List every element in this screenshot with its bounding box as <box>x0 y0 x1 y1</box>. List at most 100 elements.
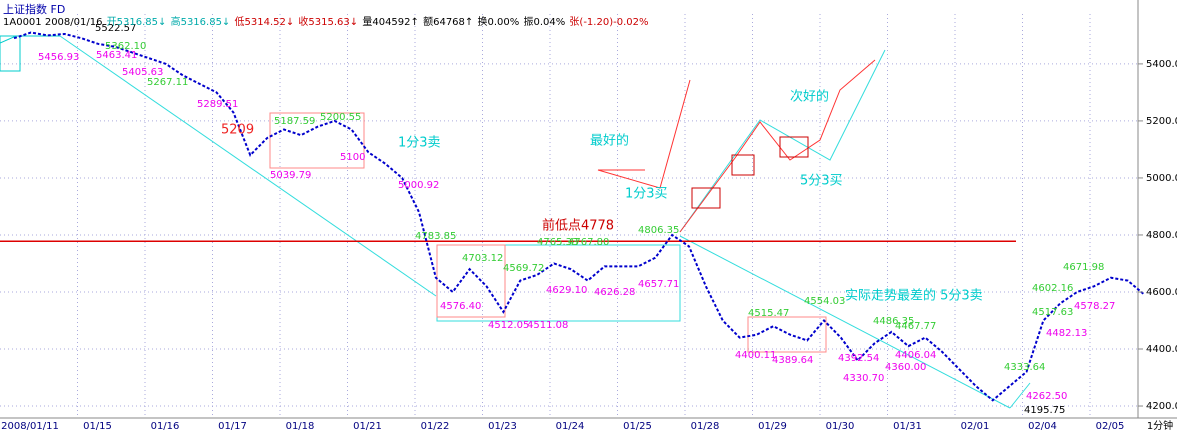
annotation: 4467.77 <box>895 321 936 332</box>
quote-item: 低5314.52↓ <box>234 17 295 28</box>
x-tick-label: 01/28 <box>691 421 720 432</box>
y-tick-label: 4600.00 <box>1146 287 1177 298</box>
x-tick-label: 02/05 <box>1096 421 1125 432</box>
annotation: 4515.47 <box>748 308 789 319</box>
annotation: 5100 <box>340 152 365 163</box>
zigzag <box>597 79 691 189</box>
box <box>0 35 21 72</box>
y-tick-label: 5000.00 <box>1146 173 1177 184</box>
annotation: 4482.13 <box>1046 328 1087 339</box>
annotation: 4806.35 <box>638 225 679 236</box>
annotation: 4517.63 <box>1032 307 1073 318</box>
y-tick-label: 5400.00 <box>1146 59 1177 70</box>
annotation: 5289.51 <box>197 99 238 110</box>
x-tick-label: 01/23 <box>488 421 517 432</box>
annotation: 最好的 <box>590 133 629 149</box>
trend-line <box>1009 382 1031 409</box>
annotation: 4765.33 <box>537 237 578 248</box>
x-tick-label: 01/21 <box>353 421 382 432</box>
annotation: 次好的 <box>790 89 829 105</box>
x-tick-label: 01/22 <box>421 421 450 432</box>
annotation: 4569.72 <box>503 263 544 274</box>
quote-line: 1A0001 2008/01/16 开5316.85↓ 高5316.85↓ 低5… <box>3 13 649 28</box>
annotation: 5362.10 <box>105 41 146 52</box>
annotation: 5200.55 <box>320 112 361 123</box>
quote-item: 高5316.85↓ <box>170 17 231 28</box>
box <box>731 154 755 176</box>
x-tick-label: 01/31 <box>893 421 922 432</box>
annotation: 4400.11 <box>735 350 776 361</box>
x-tick-label: 02/01 <box>961 421 990 432</box>
x-tick-label: 01/30 <box>826 421 855 432</box>
marks <box>0 31 1146 402</box>
box <box>779 136 809 158</box>
annotation: 4703.12 <box>462 253 503 264</box>
annotation: 5000.92 <box>398 180 439 191</box>
quote-item: 收5315.63↓ <box>298 17 359 28</box>
quote-item: 张(-1.20)-0.02% <box>569 17 649 28</box>
annotation: 4486.35 <box>873 316 914 327</box>
y-tick-label: 4200.00 <box>1146 401 1177 412</box>
box <box>747 316 827 353</box>
annotation: 1分3卖 <box>398 136 441 151</box>
quote-item: 额64768↑ <box>423 17 474 28</box>
price-line <box>13 31 1146 402</box>
annotation: 4511.08 <box>527 320 568 331</box>
annotation: 4392.54 <box>838 353 879 364</box>
annotation: 4512.05 <box>488 320 529 331</box>
box <box>691 187 721 209</box>
annotation: 4262.50 <box>1026 391 1067 402</box>
annotation: 4671.98 <box>1063 262 1104 273</box>
quote-item: 1A0001 2008/01/16 <box>3 17 103 28</box>
annotation: 4602.16 <box>1032 283 1073 294</box>
x-tick-label: 01/15 <box>83 421 112 432</box>
annotation: 5405.63 <box>122 67 163 78</box>
annotation: 4554.03 <box>804 296 845 307</box>
annotation: 4767.80 <box>568 237 609 248</box>
box <box>269 112 365 169</box>
annotation: 5463.41 <box>96 50 137 61</box>
annotation: 4330.70 <box>843 373 884 384</box>
trend-line <box>679 235 1011 409</box>
annotation: 1分3买 <box>625 187 668 202</box>
trend-line <box>59 35 437 297</box>
annotation: 4360.00 <box>885 362 926 373</box>
quote-item: 开5316.85↓ <box>106 17 167 28</box>
reference-label: 前低点4778 <box>542 218 614 234</box>
quote-item: 量404592↑ <box>362 17 419 28</box>
x-tick-label: 01/25 <box>623 421 652 432</box>
annotation: 4578.27 <box>1074 301 1115 312</box>
title: 上证指数 FD <box>3 3 66 16</box>
annotation: 4406.04 <box>895 350 936 361</box>
x-tick-label: 01/17 <box>218 421 247 432</box>
annotation: 4783.85 <box>415 231 456 242</box>
y-tick-label: 5200.00 <box>1146 116 1177 127</box>
y-tick-label: 4800.00 <box>1146 230 1177 241</box>
annotation: 4629.10 <box>546 285 587 296</box>
annotation: 4333.64 <box>1004 362 1045 373</box>
x-tick-label: 01/16 <box>151 421 180 432</box>
annotation: 实际走势最差的 5分3卖 <box>845 288 983 304</box>
annotation: 5522.57 <box>95 23 136 34</box>
annotation: 5分3买 <box>800 174 843 189</box>
annotation: 4576.40 <box>440 301 481 312</box>
annotation: 4626.28 <box>594 287 635 298</box>
box <box>436 244 506 318</box>
x-tick-label: 02/04 <box>1028 421 1057 432</box>
x-tick-label: 01/18 <box>286 421 315 432</box>
quote-item: 振0.04% <box>523 17 566 28</box>
annotation: 4195.75 <box>1024 405 1065 416</box>
x-tick-label: 01/29 <box>758 421 787 432</box>
annotation: 5209 <box>221 123 254 138</box>
quote-item: 换0.00% <box>477 17 520 28</box>
annotation: 4389.64 <box>772 355 813 366</box>
x-tick-label: 2008/01/11 <box>1 421 59 432</box>
annotation: 5456.93 <box>38 52 79 63</box>
y-tick-label: 4400.00 <box>1146 344 1177 355</box>
grid <box>0 14 1138 418</box>
x-tick-label: 01/24 <box>556 421 585 432</box>
annotation: 5039.79 <box>270 170 311 181</box>
